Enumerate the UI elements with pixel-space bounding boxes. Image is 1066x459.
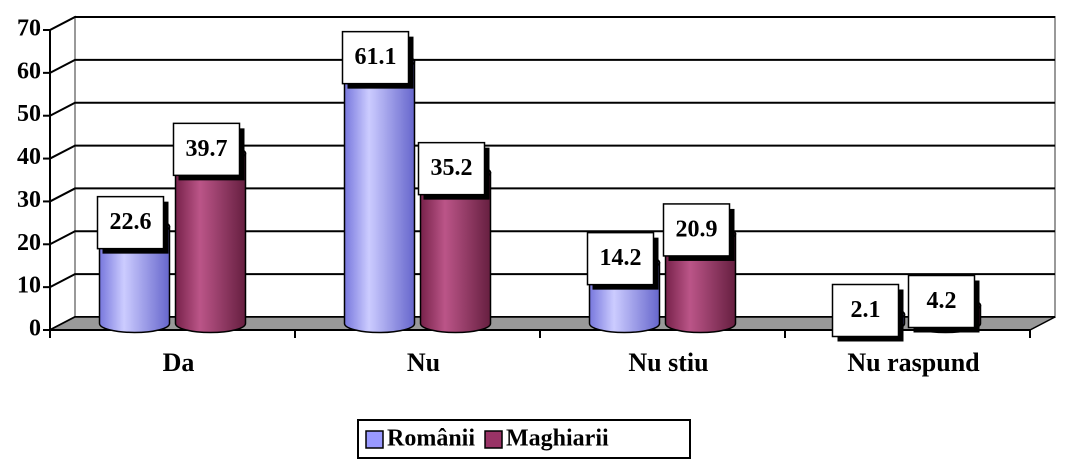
y-tick-label: 50 xyxy=(17,101,41,127)
data-label: 14.2 xyxy=(600,245,642,271)
data-label: 22.6 xyxy=(110,209,152,235)
legend-label: Românii xyxy=(387,426,475,452)
grid-line xyxy=(49,187,1055,203)
x-tick-label: Nu stiu xyxy=(628,348,708,377)
data-label: 39.7 xyxy=(186,136,228,162)
y-tick-label: 10 xyxy=(17,273,41,299)
bar xyxy=(343,60,416,334)
grid-line xyxy=(49,16,1055,31)
label-box xyxy=(96,195,165,250)
legend-box xyxy=(357,419,691,459)
side-wall xyxy=(49,15,76,331)
legend-swatch xyxy=(484,430,503,449)
label-box xyxy=(586,231,655,286)
bar xyxy=(419,171,492,334)
y-tick-label: 20 xyxy=(17,230,41,256)
y-tick-label: 30 xyxy=(17,187,41,213)
bar xyxy=(174,152,247,334)
label-box xyxy=(417,141,486,196)
y-tick-label: 40 xyxy=(17,144,41,170)
grid-line xyxy=(49,144,1055,160)
y-tick-label: 0 xyxy=(29,316,41,342)
y-tick-label: 60 xyxy=(17,58,41,84)
data-label: 2.1 xyxy=(851,297,881,323)
label-box xyxy=(831,283,900,338)
grid-line xyxy=(49,58,1055,74)
x-tick-label: Nu xyxy=(407,348,440,377)
legend-label: Maghiarii xyxy=(506,426,609,452)
label-box xyxy=(662,203,731,257)
label-box xyxy=(341,30,410,85)
legend-swatch xyxy=(365,430,384,449)
grid-line xyxy=(49,101,1055,117)
data-label: 4.2 xyxy=(927,288,957,314)
y-tick-label: 70 xyxy=(17,16,41,42)
x-tick-label: Nu raspund xyxy=(847,348,980,377)
data-label: 35.2 xyxy=(431,155,473,181)
data-label: 61.1 xyxy=(355,44,397,70)
label-box xyxy=(172,122,241,177)
label-box xyxy=(907,274,976,329)
data-label: 20.9 xyxy=(676,216,718,242)
x-tick-label: Da xyxy=(163,348,195,377)
